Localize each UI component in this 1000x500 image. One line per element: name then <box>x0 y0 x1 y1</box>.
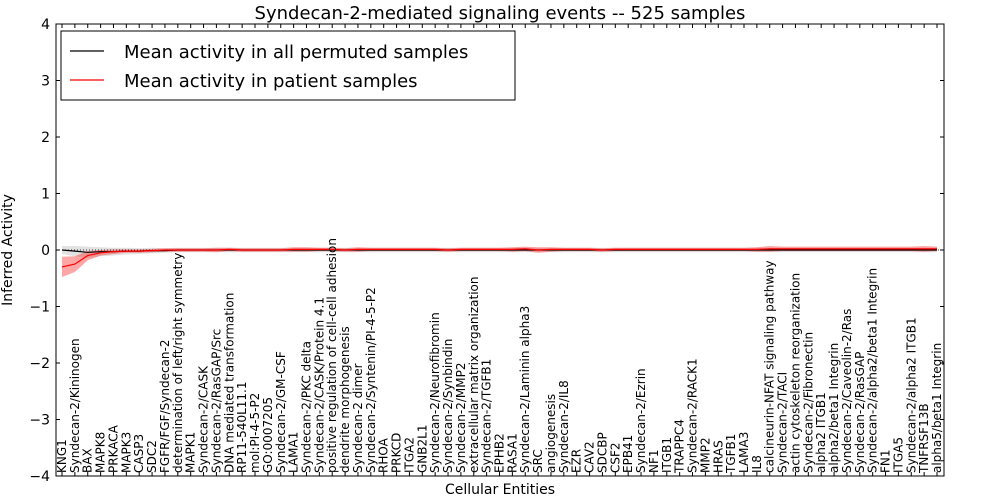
x-tick-label: GNB2L1 <box>415 425 429 473</box>
x-tick-label: actin cytoskeleton reorganization <box>789 273 803 473</box>
chart-title: Syndecan-2-mediated signaling events -- … <box>255 3 746 24</box>
x-tick-label: determination of left/right symmetry <box>171 253 185 473</box>
x-tick-label: EPB41 <box>621 435 635 473</box>
x-tick-label: RHOA <box>377 437 391 473</box>
x-tick-label: RASA1 <box>505 433 519 473</box>
x-tick-label: alpha5/beta1 Integrin <box>930 343 944 473</box>
x-tick-label: LAMA3 <box>737 432 751 473</box>
x-tick-label: Syndecan-2/Laminin alpha3 <box>518 306 532 473</box>
x-tick-label: LAMA1 <box>287 432 301 473</box>
x-tick-label: Syndecan-2 dimer <box>351 363 365 473</box>
series-line-patient <box>61 248 937 268</box>
series-lines <box>56 248 944 268</box>
x-tick-label: TGFB1 <box>724 434 738 474</box>
x-tick-label: Syndecan-2/RasGAP <box>853 352 867 473</box>
y-axis: 4 3 2 1 0 −1 −2 −3 −4 <box>29 17 944 485</box>
x-tick-label: EZR <box>570 449 584 473</box>
x-tick-label: EPHB2 <box>493 433 507 473</box>
x-tick-label: Syndecan-2/alpha2 ITGB1 <box>904 317 918 473</box>
y-tick-label: 3 <box>41 74 50 90</box>
legend-box <box>60 30 516 101</box>
x-tick-label: CASP3 <box>132 434 146 473</box>
x-axis-label: Cellular Entities <box>445 482 555 498</box>
x-tick-label: ITGA5 <box>891 437 905 473</box>
band-patient <box>62 246 937 278</box>
x-tick-label: Syndecan-2/IL8 <box>557 380 571 473</box>
y-tick-label: −2 <box>29 356 50 372</box>
x-tick-label: ITGA2 <box>402 437 416 473</box>
x-tick-label: DNA mediated transformation <box>222 293 236 473</box>
x-tick-label: Syndecan-2/PKC delta <box>300 341 314 473</box>
y-axis-label: Inferred Activity <box>0 194 16 306</box>
x-tick-label: SDC2 <box>145 440 159 473</box>
x-axis: KNG1Syndecan-2/KininogenBAXMAPK8PRKACAMA… <box>55 24 944 476</box>
x-tick-label: RP11-540L11.1 <box>235 382 249 473</box>
x-tick-label: Syndecan-2/Synbindin <box>441 339 455 473</box>
x-tick-label: MMP2 <box>698 437 712 473</box>
x-tick-label: SRC <box>531 449 545 473</box>
x-tick-label: alpha2/beta1 Integrin <box>827 343 841 473</box>
confidence-bands <box>62 246 937 278</box>
x-tick-label: CAV2 <box>583 441 597 473</box>
x-tick-label: Syndecan-2/MMP2 <box>454 363 468 473</box>
y-tick-label: 4 <box>41 17 50 33</box>
x-tick-label: CSF2 <box>608 442 622 473</box>
x-tick-label: MAPK1 <box>184 432 198 473</box>
x-tick-label: TNFRSF13B <box>917 403 931 474</box>
x-tick-label: FGFR/FGF/Syndecan-2 <box>158 340 172 473</box>
x-tick-label: MAPK8 <box>94 432 108 473</box>
x-tick-label: dendrite morphogenesis <box>338 326 352 473</box>
y-tick-label: 1 <box>41 187 50 203</box>
x-tick-label: Syndecan-2/Fibronectin <box>801 332 815 473</box>
legend-label-permuted: Mean activity in all permuted samples <box>124 42 468 63</box>
x-tick-label: Syndecan-2/CASK/Protein 4.1 <box>312 297 326 473</box>
x-tick-label: Syndecan-2/Neurofibromin <box>428 312 442 473</box>
x-tick-label: HRAS <box>711 440 725 473</box>
x-tick-label: ITGB1 <box>660 437 674 473</box>
x-tick-label: PRKACA <box>107 424 121 473</box>
x-tick-label: FN1 <box>879 449 893 473</box>
legend-label-patient: Mean activity in patient samples <box>124 71 418 92</box>
x-tick-label: Syndecan-2/Caveolin-2/Ras <box>840 309 854 473</box>
x-tick-label: Syndecan-2/CASK <box>197 365 211 473</box>
x-tick-label: positive regulation of cell-cell adhesio… <box>325 238 339 473</box>
x-tick-label: Syndecan-2/TACI <box>776 372 790 473</box>
x-tick-label: Syndecan-2/alpha2/beta1 Integrin <box>866 268 880 473</box>
x-tick-label: TRAPPC4 <box>673 419 687 474</box>
x-tick-label: calcineurin-NFAT signaling pathway <box>763 260 777 473</box>
x-tick-label: SDCBP <box>595 432 609 473</box>
x-tick-label: BAX <box>81 448 95 473</box>
y-tick-label: 0 <box>41 243 50 259</box>
x-tick-label: Syndecan-2/Syntenin/PI-4-5-P2 <box>364 287 378 473</box>
x-tick-label: Syndecan-2/TGFB1 <box>480 359 494 473</box>
x-tick-label: MAPK3 <box>119 432 133 473</box>
legend: Mean activity in all permuted samples Me… <box>60 30 516 101</box>
y-tick-label: 2 <box>41 130 50 146</box>
x-tick-label: Syndecan-2/GM-CSF <box>274 351 288 473</box>
x-tick-label: IL8 <box>750 455 764 473</box>
x-tick-label: Syndecan-2/Ezrin <box>634 368 648 473</box>
x-tick-label: Syndecan-2/RACK1 <box>686 358 700 473</box>
x-tick-label: Syndecan-2/RasGAP/Src <box>209 329 223 473</box>
x-tick-label: mol:PI-4-5-P2 <box>248 393 262 473</box>
y-tick-label: −4 <box>29 469 50 485</box>
x-tick-label: GO:0007205 <box>261 397 275 473</box>
x-tick-label: Syndecan-2/Kininogen <box>68 338 82 473</box>
x-tick-label: angiogenesis <box>544 394 558 473</box>
y-tick-label: −3 <box>29 413 50 429</box>
x-tick-label: extracellular matrix organization <box>467 277 481 474</box>
x-tick-label: KNG1 <box>55 439 69 473</box>
x-tick-label: alpha2 ITGB1 <box>814 392 828 473</box>
x-tick-label: PRKCD <box>390 433 404 473</box>
y-tick-label: −1 <box>29 300 50 316</box>
x-tick-label: NF1 <box>647 449 661 473</box>
